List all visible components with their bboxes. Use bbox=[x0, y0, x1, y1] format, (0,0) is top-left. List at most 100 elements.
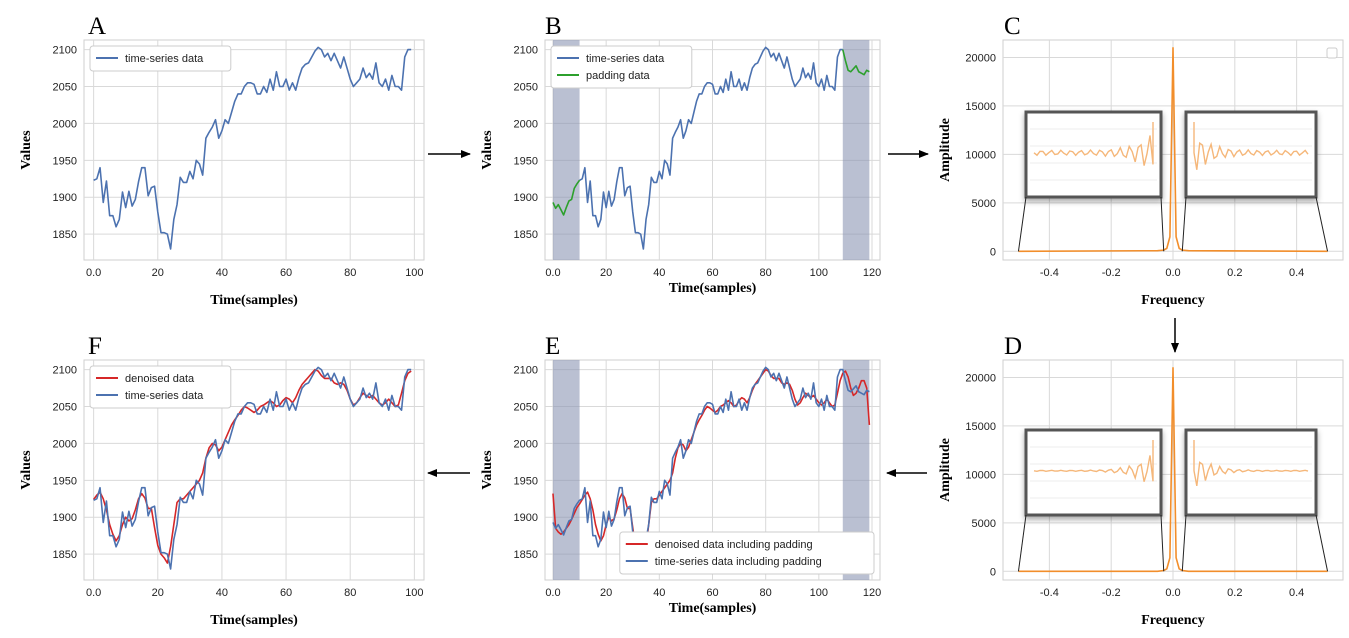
y-tick-label: 15000 bbox=[965, 421, 996, 433]
legend-box bbox=[89, 365, 232, 409]
y-tick-label: 15000 bbox=[965, 101, 996, 113]
y-tick-label: 2100 bbox=[53, 45, 77, 57]
y-tick-label: 1950 bbox=[53, 475, 77, 487]
series-line-time-series-data bbox=[93, 46, 412, 250]
y-tick-label: 5000 bbox=[972, 198, 996, 210]
x-tick-label: 0.2 bbox=[1227, 587, 1242, 599]
panel-label: E bbox=[545, 333, 560, 360]
y-tick-label: 1950 bbox=[514, 155, 538, 167]
x-tick-label: 80 bbox=[344, 587, 356, 599]
legend-label: denoised data bbox=[125, 373, 195, 385]
x-axis-label: Frequency bbox=[1141, 613, 1205, 628]
y-tick-label: 1900 bbox=[514, 512, 538, 524]
x-tick-label: -0.2 bbox=[1102, 587, 1121, 599]
x-tick-label: 20 bbox=[600, 587, 612, 599]
panel-f: F 0.0 20 40 60 80 100 1850 1900 1950 2000 2050 2100 T… bbox=[19, 333, 425, 628]
legend-label: time-series data bbox=[125, 390, 204, 402]
x-tick-label: -0.4 bbox=[1040, 587, 1059, 599]
zoom-inset-left bbox=[1017, 110, 1165, 252]
y-axis-label: Values bbox=[480, 450, 495, 490]
panel-label: C bbox=[1004, 13, 1021, 40]
x-tick-label: 100 bbox=[810, 267, 828, 279]
y-tick-label: 1850 bbox=[514, 549, 538, 561]
x-tick-label: 80 bbox=[344, 267, 356, 279]
plot-area bbox=[83, 39, 425, 261]
panel-label: A bbox=[88, 13, 106, 40]
padding-region bbox=[552, 360, 580, 580]
y-tick-label: 10000 bbox=[965, 469, 996, 481]
x-tick-label: 60 bbox=[280, 267, 292, 279]
series-line-spectrum bbox=[1018, 46, 1328, 253]
zoom-connector bbox=[1160, 196, 1165, 252]
x-tick-label: 0.4 bbox=[1289, 267, 1304, 279]
x-tick-label: 40 bbox=[653, 587, 665, 599]
zoom-inset-line bbox=[1033, 122, 1154, 166]
zoom-inset-right bbox=[1181, 110, 1329, 252]
x-tick-label: 60 bbox=[280, 587, 292, 599]
y-tick-label: 20000 bbox=[965, 52, 996, 64]
legend-label: time-series data bbox=[125, 53, 204, 65]
x-tick-label: 60 bbox=[706, 587, 718, 599]
panel-e: E 0.0 20 40 60 80 100 120 1850 1900 1950 2000 2050 21… bbox=[480, 333, 881, 616]
series-line-time-series-data bbox=[579, 46, 843, 250]
legend-label: denoised data including padding bbox=[655, 539, 813, 551]
x-tick-label: 80 bbox=[760, 267, 772, 279]
series-line-time-series-data bbox=[93, 366, 412, 570]
legend-box bbox=[1326, 47, 1338, 59]
zoom-inset-line bbox=[1193, 440, 1309, 487]
y-tick-label: 0 bbox=[990, 246, 996, 258]
panel-label: F bbox=[88, 333, 102, 360]
y-tick-label: 2050 bbox=[514, 402, 538, 414]
zoom-inset-right bbox=[1181, 428, 1329, 572]
x-tick-label: 0.0 bbox=[86, 587, 101, 599]
x-tick-label: 20 bbox=[600, 267, 612, 279]
y-tick-label: 20000 bbox=[965, 372, 996, 384]
panel-b: B 0.0 20 40 60 80 100 120 1850 1900 1950 2000 2050 21… bbox=[480, 13, 881, 296]
y-tick-label: 2000 bbox=[53, 118, 77, 130]
x-axis-label: Time(samples) bbox=[669, 601, 757, 616]
zoom-connector bbox=[1181, 514, 1187, 572]
y-tick-label: 2050 bbox=[53, 82, 77, 94]
legend-label: time-series data bbox=[586, 53, 665, 65]
legend-box bbox=[550, 45, 693, 89]
y-tick-label: 1900 bbox=[53, 512, 77, 524]
legend-label: time-series data including padding bbox=[655, 556, 822, 568]
zoom-inset-frame bbox=[1024, 428, 1163, 517]
x-tick-label: -0.2 bbox=[1102, 267, 1121, 279]
y-tick-label: 1900 bbox=[53, 192, 77, 204]
zoom-inset-frame bbox=[1184, 428, 1318, 517]
y-axis-label: Values bbox=[19, 450, 34, 490]
x-axis-label: Time(samples) bbox=[210, 293, 298, 308]
y-tick-label: 2000 bbox=[514, 118, 538, 130]
y-axis-label: Values bbox=[19, 130, 34, 170]
x-tick-label: 100 bbox=[810, 587, 828, 599]
zoom-inset-left bbox=[1017, 428, 1165, 572]
x-tick-label: 100 bbox=[405, 267, 423, 279]
x-tick-label: 40 bbox=[216, 587, 228, 599]
zoom-inset-line bbox=[1033, 440, 1154, 482]
x-tick-label: 40 bbox=[216, 267, 228, 279]
x-axis-label: Frequency bbox=[1141, 293, 1205, 308]
x-tick-label: 20 bbox=[152, 267, 164, 279]
x-axis-label: Time(samples) bbox=[669, 281, 757, 296]
y-tick-label: 1950 bbox=[53, 155, 77, 167]
zoom-connector bbox=[1315, 196, 1329, 252]
y-axis-label: Amplitude bbox=[938, 438, 953, 502]
y-tick-label: 0 bbox=[990, 566, 996, 578]
x-tick-label: 40 bbox=[653, 267, 665, 279]
x-tick-label: 0.0 bbox=[545, 587, 560, 599]
y-axis-label: Amplitude bbox=[938, 118, 953, 182]
legend-label: padding data bbox=[586, 70, 650, 82]
zoom-inset-frame bbox=[1184, 110, 1318, 199]
y-tick-label: 1900 bbox=[514, 192, 538, 204]
panel-label: D bbox=[1004, 333, 1022, 360]
zoom-connector bbox=[1315, 514, 1329, 572]
legend-box bbox=[89, 45, 232, 72]
x-tick-label: 0.0 bbox=[1165, 587, 1180, 599]
x-tick-label: 120 bbox=[863, 267, 881, 279]
series-line-time-series-data-including-padding bbox=[552, 366, 870, 570]
y-tick-label: 2050 bbox=[514, 82, 538, 94]
y-tick-label: 1850 bbox=[53, 549, 77, 561]
y-axis-label: Values bbox=[480, 130, 495, 170]
